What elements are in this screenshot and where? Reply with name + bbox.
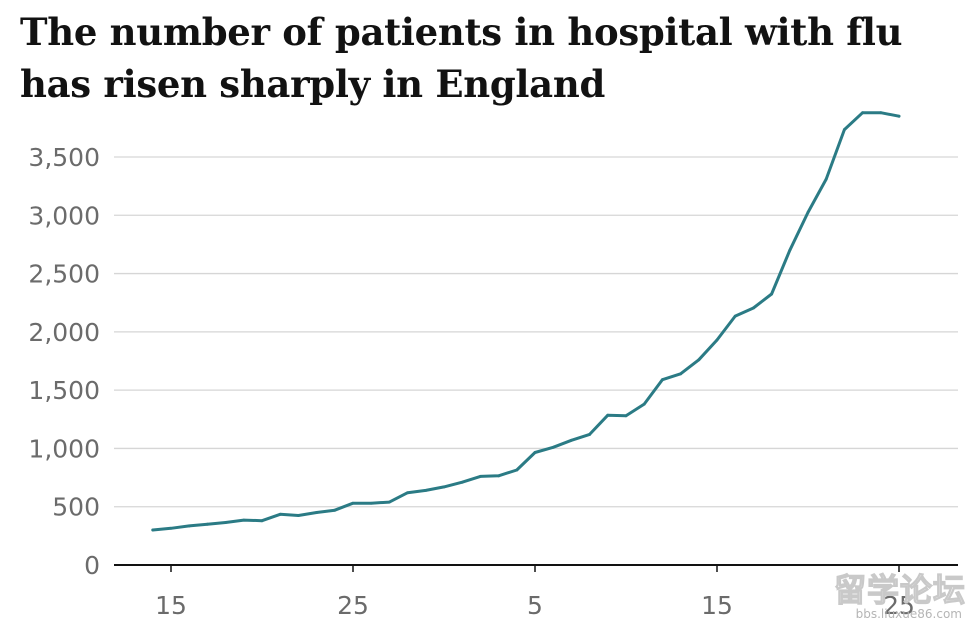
data-point <box>278 512 282 516</box>
data-point <box>588 433 591 436</box>
y-axis-tick-labels: 0 500 1,000 1,500 2,000 2,500 3,000 3,500 <box>28 143 100 580</box>
data-point <box>388 500 391 504</box>
chart-title: The number of patients in hospital with … <box>20 6 960 110</box>
x-tick-label: 25 <box>883 591 915 620</box>
y-tick-label: 2,000 <box>28 318 100 347</box>
data-point <box>824 177 828 181</box>
data-point <box>806 210 810 214</box>
data-point <box>260 519 264 523</box>
data-point <box>715 338 719 342</box>
data-point <box>151 528 155 532</box>
y-tick-label: 2,500 <box>28 260 100 289</box>
x-tick-label: 15 <box>155 591 187 620</box>
data-point <box>479 475 482 478</box>
data-point <box>861 111 864 115</box>
series-line <box>151 111 901 532</box>
data-point <box>497 474 500 478</box>
data-point <box>788 248 792 252</box>
data-point <box>897 114 901 118</box>
chart-title-line-2: has risen sharply in England <box>20 62 606 106</box>
data-point <box>752 306 755 310</box>
data-point <box>879 111 883 115</box>
data-point <box>369 501 373 505</box>
data-point <box>515 468 519 472</box>
data-point <box>606 413 610 417</box>
data-point <box>315 511 318 514</box>
data-points <box>151 111 901 532</box>
data-point <box>770 292 773 296</box>
data-point <box>570 438 573 442</box>
y-tick-label: 3,500 <box>28 143 100 172</box>
data-point <box>642 402 646 406</box>
data-point <box>333 508 337 512</box>
data-point <box>297 514 300 517</box>
data-point <box>843 128 846 132</box>
y-tick-label: 1,500 <box>28 376 100 405</box>
y-tick-label: 3,000 <box>28 201 100 230</box>
data-point <box>242 518 246 522</box>
data-point <box>697 358 701 362</box>
x-tick-label: 25 <box>337 591 369 620</box>
data-point <box>679 372 682 376</box>
data-point <box>533 451 537 454</box>
data-point <box>551 445 555 449</box>
x-tick-label: 5 <box>527 591 543 620</box>
data-point <box>187 524 191 528</box>
data-point <box>624 414 628 418</box>
gridlines <box>114 156 958 508</box>
y-tick-label: 1,000 <box>28 434 100 463</box>
data-point <box>424 488 428 492</box>
data-point <box>224 521 228 524</box>
y-tick-label: 500 <box>52 493 100 522</box>
data-point <box>169 526 173 530</box>
data-point <box>206 522 209 526</box>
data-point <box>442 485 446 489</box>
data-point <box>661 378 664 382</box>
data-point <box>460 480 464 484</box>
data-point <box>406 491 409 495</box>
x-tick-label: 15 <box>701 591 733 620</box>
data-point <box>351 501 355 505</box>
y-tick-label: 0 <box>84 551 100 580</box>
chart-title-line-1: The number of patients in hospital with … <box>20 10 903 54</box>
data-point <box>733 314 737 318</box>
x-axis-tick-labels: 15 25 5 15 25 <box>155 565 915 620</box>
